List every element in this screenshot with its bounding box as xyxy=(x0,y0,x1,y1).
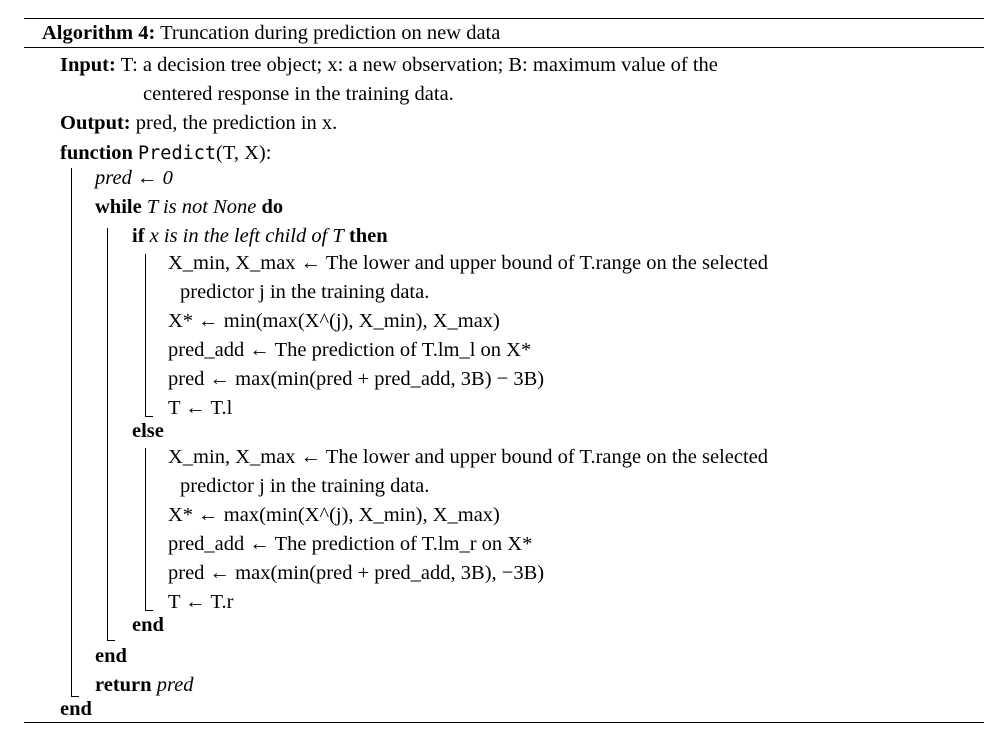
right-pred-add-line: pred_add ← The prediction of T.lm_r on X… xyxy=(168,533,533,555)
then-keyword: then xyxy=(348,225,388,247)
return-line: return pred xyxy=(95,672,194,698)
input-line-2: centered response in the training data. xyxy=(143,83,454,105)
function-args: (T, X): xyxy=(216,142,272,164)
right-bounds-line-2: predictor j in the training data. xyxy=(180,475,430,497)
if-line: if x is in the left child of T then xyxy=(132,223,388,249)
end-while-keyword: end xyxy=(95,645,127,667)
right-pred-line: pred ← max(min(pred + pred_add, 3B), −3B… xyxy=(168,562,545,584)
end-function-keyword: end xyxy=(60,698,92,720)
left-pred-line: pred ← max(min(pred + pred_add, 3B) − 3B… xyxy=(168,368,545,390)
input-line-1: Input: T: a decision tree object; x: a n… xyxy=(60,52,718,78)
if-condition: x is in the left child of T xyxy=(149,225,344,247)
function-body-tick xyxy=(71,696,79,697)
while-line: while T is not None do xyxy=(95,194,283,220)
right-next-line: T ← T.r xyxy=(168,591,234,613)
while-keyword: while xyxy=(95,196,142,218)
left-bounds-line-1: X_min, X_max ← The lower and upper bound… xyxy=(168,252,769,274)
algorithm-caption: Algorithm 4: Truncation during predictio… xyxy=(42,20,500,46)
do-keyword: do xyxy=(261,196,284,218)
left-next-line: T ← T.l xyxy=(168,397,233,419)
function-body-bar xyxy=(71,168,72,696)
left-bounds-line-2: predictor j in the training data. xyxy=(180,281,430,303)
while-condition: T is not None xyxy=(146,196,257,218)
else-keyword: else xyxy=(132,420,164,442)
else-body-bar xyxy=(145,448,146,610)
while-body-bar xyxy=(107,228,108,640)
bottom-rule xyxy=(24,722,984,723)
function-name: Predict xyxy=(138,143,216,164)
caption-label: Algorithm 4: xyxy=(42,22,156,44)
caption-text: Truncation during prediction on new data xyxy=(160,22,501,44)
left-xstar-line: X* ← min(max(X^(j), X_min), X_max) xyxy=(168,310,500,332)
right-xstar-line: X* ← max(min(X^(j), X_min), X_max) xyxy=(168,504,500,526)
caption-rule xyxy=(24,47,984,48)
right-bounds-line-1: X_min, X_max ← The lower and upper bound… xyxy=(168,446,769,468)
init-line: pred ← 0 xyxy=(95,167,173,189)
left-pred-add-line: pred_add ← The prediction of T.lm_l on X… xyxy=(168,339,532,361)
output-line: Output: pred, the prediction in x. xyxy=(60,110,337,136)
return-keyword: return xyxy=(95,674,152,696)
top-rule xyxy=(24,18,984,19)
function-signature: function Predict(T, X): xyxy=(60,140,271,167)
input-label: Input: xyxy=(60,54,116,76)
while-body-tick xyxy=(107,640,115,641)
output-text: pred, the prediction in x. xyxy=(135,112,338,134)
if-body-bar xyxy=(145,254,146,416)
if-body-tick xyxy=(145,416,153,417)
output-label: Output: xyxy=(60,112,131,134)
end-if-keyword: end xyxy=(132,614,164,636)
input-text-1: T: a decision tree object; x: a new obse… xyxy=(120,54,718,76)
return-value: pred xyxy=(156,674,194,696)
else-body-tick xyxy=(145,610,153,611)
function-keyword: function xyxy=(60,142,133,164)
if-keyword: if xyxy=(132,225,145,247)
